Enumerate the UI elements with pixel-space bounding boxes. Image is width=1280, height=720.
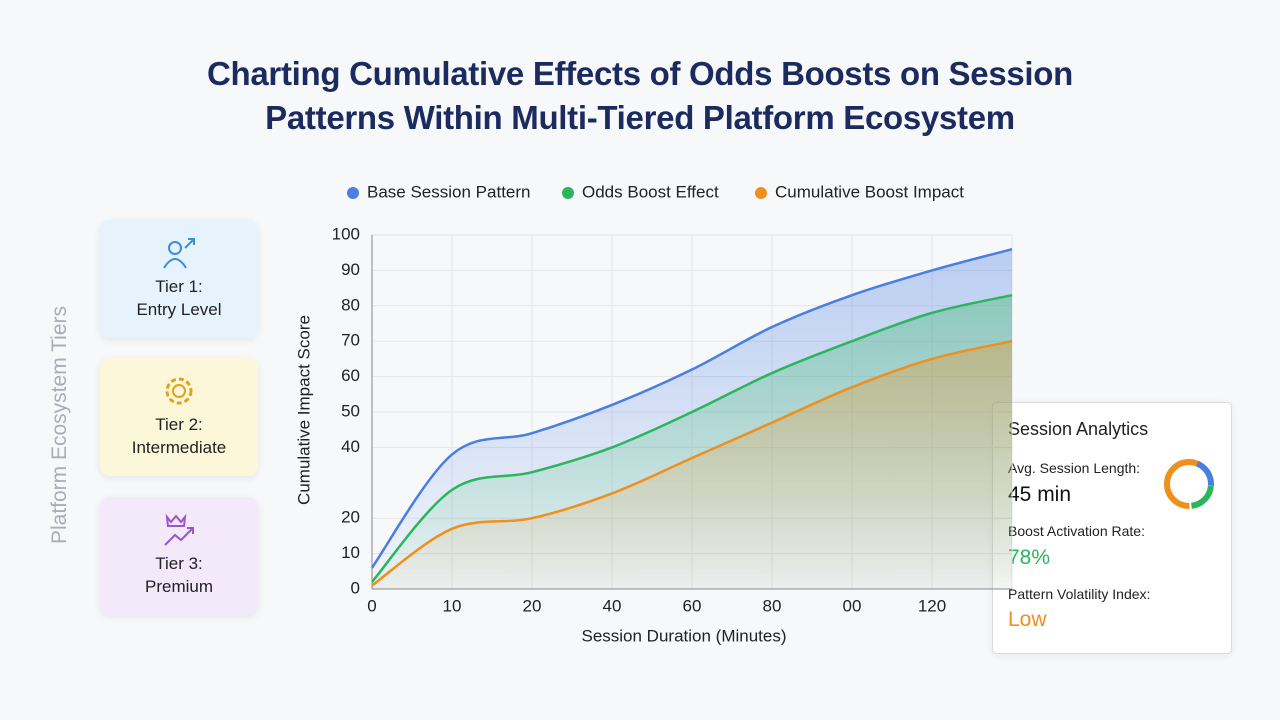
y-axis-title: Cumulative Impact Score [294, 315, 313, 505]
tier-level: Premium [144, 577, 213, 596]
area [372, 341, 1012, 589]
x-tick-label: 20 [523, 596, 542, 615]
line [371, 339, 1013, 587]
legend-swatch [347, 187, 359, 199]
tier-level: Entry Level [136, 300, 222, 319]
metric-label: Boost Activation Rate: [1008, 523, 1145, 539]
tier-card: Tier 3: Premium [100, 497, 258, 615]
x-axis-title: Session Duration (Minutes) [581, 626, 786, 645]
icon [163, 238, 195, 269]
y-tick-label: 20 [341, 508, 360, 527]
metric-label: Avg. Session Length: [1008, 460, 1141, 476]
title-box: Charting Cumulative Effects of Odds Boos… [140, 52, 1140, 140]
metric-value: 45 min [1008, 483, 1072, 506]
x-tick-label: 10 [443, 596, 462, 615]
metric-value: 78% [1008, 546, 1051, 569]
x-tick-label: 60 [683, 596, 702, 615]
icon [164, 513, 194, 546]
line [371, 293, 1013, 583]
x-tick-label: 00 [843, 596, 862, 615]
icon [165, 377, 193, 405]
x-tick-label: 0 [367, 596, 376, 615]
x-tick-label: 120 [918, 596, 946, 615]
tier-card: Tier 1: Entry Level [100, 220, 258, 338]
x-tick-label: 40 [603, 596, 622, 615]
y-tick-label: 50 [341, 401, 360, 420]
tier-name: Tier 2: [155, 415, 203, 434]
y-tick-label: 90 [341, 260, 360, 279]
analytics-title: Session Analytics [1008, 419, 1149, 439]
donut [1164, 459, 1214, 509]
tier-name: Tier 1: [155, 277, 203, 296]
x-tick-label: 80 [763, 596, 782, 615]
legend-label: Cumulative Boost Impact [775, 182, 964, 201]
legend-swatch [562, 187, 574, 199]
tier-name: Tier 3: [155, 554, 203, 573]
line [370, 247, 1013, 569]
legend-swatch [755, 187, 767, 199]
y-tick-label: 70 [341, 331, 360, 350]
y-tick-label: 100 [332, 224, 360, 243]
legend-label: Base Session Pattern [367, 182, 530, 201]
y-tick-label: 0 [351, 578, 360, 597]
legend-label: Odds Boost Effect [582, 182, 719, 201]
tier-card: Tier 2: Intermediate [100, 358, 258, 476]
tier-level: Intermediate [131, 438, 227, 457]
y-tick-label: 60 [341, 366, 360, 385]
metric-label: Pattern Volatility Index: [1008, 586, 1151, 602]
metric-value: Low [1008, 608, 1047, 631]
y-tick-label: 10 [341, 543, 360, 562]
y-tick-label: 40 [341, 437, 360, 456]
y-tick-label: 80 [341, 295, 360, 314]
chart-title: Charting Cumulative Effects of Odds Boos… [206, 55, 1074, 136]
